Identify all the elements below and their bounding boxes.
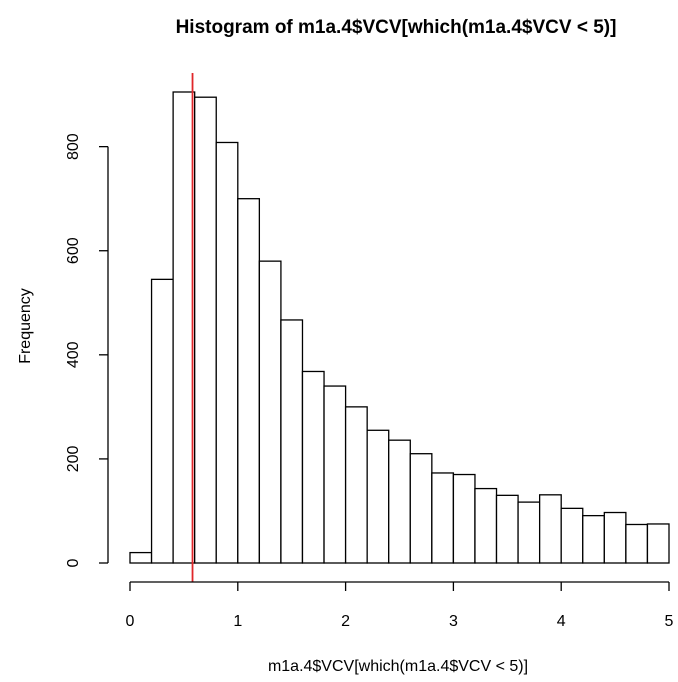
y-axis-title: Frequency <box>17 288 34 364</box>
histogram-bar <box>258 260 282 564</box>
y-tick-label: 600 <box>65 237 82 264</box>
histogram-bar <box>625 523 649 564</box>
x-tick-label: 3 <box>449 613 458 630</box>
histogram-bar <box>344 406 368 564</box>
histogram-bar <box>172 91 196 564</box>
histogram-bar <box>280 319 304 564</box>
x-tick-label: 0 <box>126 613 135 630</box>
histogram-bar <box>215 141 239 564</box>
histogram-bar <box>452 473 476 564</box>
histogram-bar <box>409 453 433 564</box>
histogram-bar <box>538 494 562 564</box>
histogram-bar <box>237 198 261 564</box>
x-tick-label: 1 <box>233 613 242 630</box>
histogram-bar <box>646 523 670 564</box>
histogram-bar <box>301 370 325 564</box>
x-tick-label: 2 <box>341 613 350 630</box>
histogram-bar <box>517 501 541 564</box>
histogram-bar <box>603 511 627 564</box>
histogram-bar <box>150 278 174 564</box>
x-tick-label: 4 <box>557 613 566 630</box>
histogram-bar <box>431 472 455 564</box>
y-tick-label: 400 <box>65 341 82 368</box>
histogram-bar <box>495 494 519 564</box>
y-tick-label: 800 <box>65 133 82 160</box>
y-axis: 0 200 400 600 800 <box>65 133 109 567</box>
x-axis-title: m1a.4$VCV[which(m1a.4$VCV < 5)] <box>268 658 528 675</box>
histogram-bar <box>194 96 217 564</box>
x-axis: 0 1 2 3 4 5 <box>126 581 674 630</box>
histogram-bar <box>323 385 347 564</box>
histogram-bar <box>474 487 498 564</box>
chart-title: Histogram of m1a.4$VCV[which(m1a.4$VCV <… <box>176 17 617 38</box>
y-tick-label: 200 <box>65 445 82 472</box>
histogram-bar <box>560 507 584 564</box>
histogram-bar <box>582 514 605 564</box>
bars-layer <box>129 91 670 564</box>
y-tick-label: 0 <box>65 558 82 567</box>
x-tick-label: 5 <box>665 613 674 630</box>
histogram-bar <box>388 439 411 564</box>
histogram-bar <box>129 551 153 564</box>
histogram-bar <box>366 429 390 564</box>
